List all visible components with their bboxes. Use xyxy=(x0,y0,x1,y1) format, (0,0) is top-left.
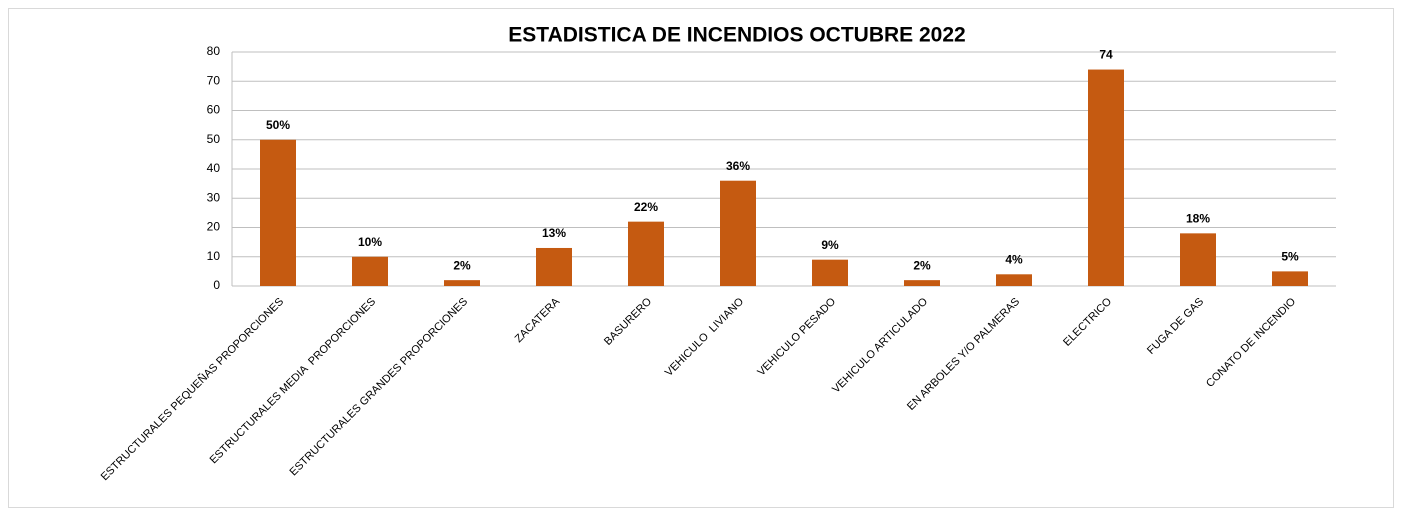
value-label: 18% xyxy=(1186,212,1210,226)
y-tick-label: 40 xyxy=(207,161,221,175)
y-tick-label: 70 xyxy=(207,73,221,87)
value-label: 22% xyxy=(634,200,658,214)
y-tick-label: 50 xyxy=(207,132,221,146)
value-label: 9% xyxy=(821,238,839,252)
value-label: 5% xyxy=(1281,250,1299,264)
bar xyxy=(536,247,572,286)
bar xyxy=(720,180,756,286)
bar xyxy=(260,139,296,286)
bar xyxy=(812,259,848,286)
value-label: 2% xyxy=(913,258,931,272)
y-tick-label: 30 xyxy=(207,190,221,204)
bar xyxy=(1180,233,1216,286)
y-tick-label: 20 xyxy=(207,220,221,234)
bar xyxy=(1088,69,1124,286)
chart-title: ESTADISTICA DE INCENDIOS OCTUBRE 2022 xyxy=(508,24,965,47)
bar xyxy=(628,221,664,286)
y-tick-label: 60 xyxy=(207,103,221,117)
value-label: 50% xyxy=(266,118,290,132)
value-label: 10% xyxy=(358,235,382,249)
chart-frame xyxy=(8,8,1394,508)
y-tick-label: 0 xyxy=(213,278,220,292)
bar xyxy=(444,280,480,286)
bar xyxy=(904,280,940,286)
value-label: 13% xyxy=(542,226,566,240)
value-label: 2% xyxy=(453,258,471,272)
value-label: 74 xyxy=(1099,48,1113,62)
bar xyxy=(996,274,1032,286)
bar xyxy=(1272,271,1308,286)
value-label: 4% xyxy=(1005,252,1023,266)
value-label: 36% xyxy=(726,159,750,173)
bar xyxy=(352,256,388,286)
y-tick-label: 10 xyxy=(207,249,221,263)
y-tick-label: 80 xyxy=(207,44,221,58)
